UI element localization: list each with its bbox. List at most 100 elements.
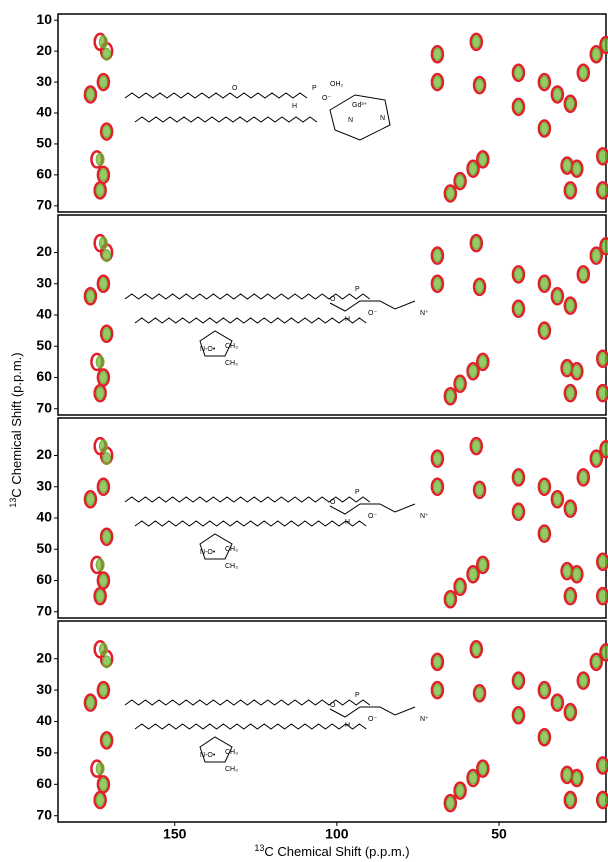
acyl-chain [134, 116, 318, 123]
y-tick-label: 30 [36, 274, 52, 290]
cross-peak [102, 452, 112, 466]
cross-peak [513, 267, 523, 281]
cross-peak [430, 680, 445, 700]
cross-peak [469, 233, 484, 253]
cross-peak [576, 63, 591, 83]
structure-label: O [330, 296, 336, 303]
cross-peak [83, 85, 98, 104]
structure-label: N [380, 115, 385, 122]
cross-peak [539, 121, 549, 135]
cross-peak [102, 530, 112, 544]
y-tick-label: 70 [36, 806, 52, 822]
cross-peak [475, 78, 485, 92]
cross-peak [563, 94, 578, 113]
cross-peak [539, 277, 549, 291]
cross-peak [539, 683, 549, 697]
cross-peak [476, 555, 490, 575]
y-tick-label: 20 [36, 42, 52, 58]
structure-label: N⁺ [420, 513, 429, 520]
structure-label: N-O• [200, 549, 216, 556]
cross-peak [589, 246, 604, 265]
structure-label: H [345, 519, 350, 526]
cross-peak [98, 236, 108, 250]
cross-peak [589, 652, 604, 672]
cross-peak [475, 280, 485, 294]
cross-peak [453, 374, 467, 393]
cross-peak [445, 592, 455, 606]
cross-peak [98, 75, 108, 89]
cross-peak [471, 236, 481, 250]
y-label-sup: 13 [8, 498, 18, 508]
cross-peak [596, 586, 608, 606]
cross-peak [93, 383, 107, 403]
y-tick-label: 60 [36, 571, 52, 587]
panel: 10 20 30 40 50 60 70 O P O⁻ OH₂ Gd³⁺ N N H [36, 11, 608, 213]
x-label-sup: 13 [254, 843, 264, 853]
structure-label: N⁺ [420, 310, 429, 317]
cross-peak [589, 449, 604, 468]
cross-peak [468, 771, 478, 785]
acyl-chain [124, 92, 308, 99]
cross-peak [563, 383, 578, 403]
structure-label: CH₃ [225, 343, 238, 350]
cross-peak [98, 777, 108, 791]
plot-frame [57, 620, 607, 823]
cross-peak [478, 558, 488, 572]
cross-peak [471, 439, 481, 453]
cross-peak [550, 287, 565, 306]
cross-peak [598, 589, 608, 603]
cross-peak [552, 696, 562, 710]
cross-peak [432, 452, 442, 466]
cross-peak [596, 790, 608, 810]
cross-peak [95, 183, 105, 197]
cross-peak [430, 72, 445, 92]
cross-peak [550, 693, 565, 712]
cross-peak [513, 470, 523, 484]
x-tick-label: 50 [491, 826, 507, 842]
cross-peak [578, 267, 588, 281]
cross-peak [596, 181, 608, 200]
cross-peak [562, 564, 572, 578]
cross-peak [578, 470, 588, 484]
cross-peak [445, 186, 455, 200]
y-tick-label: 40 [36, 306, 52, 322]
x-axis-label: 13C Chemical Shift (p.p.m.) [254, 843, 409, 859]
structure-label: N [348, 117, 353, 124]
acyl-chain [134, 723, 367, 730]
cross-peak [472, 75, 487, 95]
y-tick-label: 70 [36, 197, 52, 213]
cross-peak [572, 162, 582, 176]
structure-label: OH₂ [330, 81, 344, 88]
chemical-structure: O P O⁻ N⁺ N-O• CH₃ CH₃ H [124, 692, 429, 773]
plot-frame [57, 214, 607, 416]
cross-peak [469, 32, 484, 52]
plot-frame [57, 417, 607, 619]
structure-label: O⁻ [368, 513, 377, 520]
cross-peak [565, 502, 575, 516]
cross-peak [466, 565, 480, 584]
cross-peak [98, 683, 108, 697]
cross-peak [93, 586, 107, 606]
cross-peak [598, 352, 608, 366]
cross-peak [598, 149, 608, 163]
plot-frame [57, 13, 607, 213]
cross-peak [469, 436, 484, 456]
cross-peak [98, 574, 108, 587]
cross-peak [599, 237, 608, 256]
cross-peak [599, 643, 608, 662]
cross-peak [565, 299, 575, 313]
cross-peak [471, 35, 481, 49]
cross-peak [476, 759, 490, 778]
cross-peak [102, 47, 112, 61]
cross-peak [468, 567, 478, 581]
cross-peak [98, 168, 108, 182]
cross-peak [445, 389, 455, 403]
cross-peak [539, 75, 549, 89]
structure-label: N⁺ [420, 716, 429, 723]
structure-label: O⁻ [368, 716, 377, 723]
cross-peak [443, 387, 458, 406]
cross-peak [99, 527, 114, 546]
cross-peak [601, 442, 608, 456]
cross-peak [537, 119, 552, 138]
y-tick-label: 30 [36, 681, 52, 697]
